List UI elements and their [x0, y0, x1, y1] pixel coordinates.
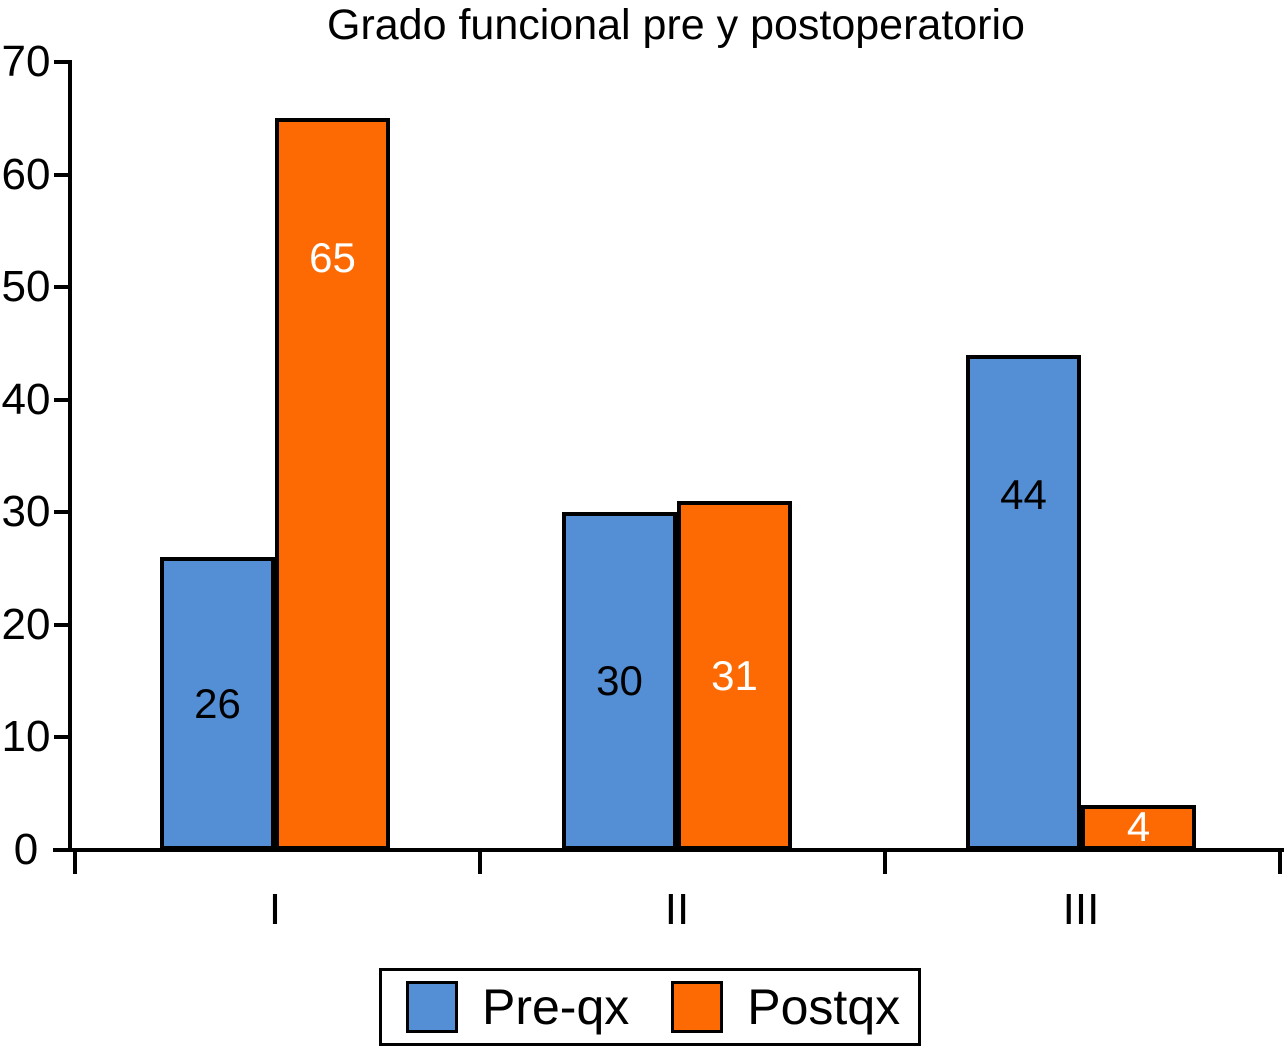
x-category-label: I	[268, 885, 282, 934]
x-category-label: II	[664, 885, 690, 934]
y-tick-label: 10	[1, 712, 51, 762]
x-tick	[73, 850, 77, 874]
bar-pre-qx-i	[160, 557, 275, 850]
x-tick	[478, 850, 482, 874]
x-tick	[883, 850, 887, 874]
legend-item: Postqx	[671, 981, 900, 1033]
y-tick	[54, 397, 69, 402]
plot-area: 0 10 20 30 40 50 60 70 26 65 30 31 44 4 I II III	[1, 37, 1284, 934]
y-tick-label: 20	[1, 599, 51, 649]
y-tick	[54, 60, 69, 64]
y-tick-label: 40	[1, 374, 51, 424]
legend-swatch	[406, 981, 458, 1033]
y-tick	[54, 735, 69, 740]
y-tick-label: 30	[1, 487, 51, 537]
bar-value-label: 65	[309, 234, 356, 282]
bar-pre-qx-ii	[562, 512, 677, 850]
y-tick	[54, 510, 69, 515]
y-tick	[54, 848, 69, 852]
y-axis-line	[68, 60, 72, 852]
bar-postqx-ii	[677, 501, 792, 850]
legend: Pre-qx Postqx	[379, 968, 921, 1046]
y-tick-label: 50	[1, 262, 51, 312]
y-tick	[54, 622, 69, 627]
y-tick-label: 60	[1, 149, 51, 199]
x-axis-line	[53, 848, 1284, 852]
chart-title: Grado funcional pre y postoperatorio	[327, 1, 1025, 49]
legend-label: Postqx	[747, 979, 901, 1035]
legend-swatch	[671, 981, 724, 1033]
y-tick	[54, 285, 69, 290]
bar-value-label: 44	[1000, 470, 1047, 518]
bar-value-label: 4	[1126, 803, 1151, 851]
bar-postqx-i	[275, 118, 390, 850]
legend-item: Pre-qx	[406, 981, 629, 1033]
bar-postqx-iii	[1081, 804, 1196, 850]
bar-value-label: 30	[596, 657, 643, 705]
y-tick-label: 70	[1, 37, 51, 86]
legend-label: Pre-qx	[482, 979, 630, 1035]
bar-value-label: 31	[711, 651, 758, 699]
y-tick	[54, 172, 69, 177]
x-category-label: III	[1062, 885, 1100, 934]
y-tick-label: 0	[13, 825, 39, 874]
x-tick	[1278, 850, 1282, 874]
bar-pre-qx-iii	[966, 354, 1081, 850]
bar-value-label: 26	[194, 679, 241, 727]
